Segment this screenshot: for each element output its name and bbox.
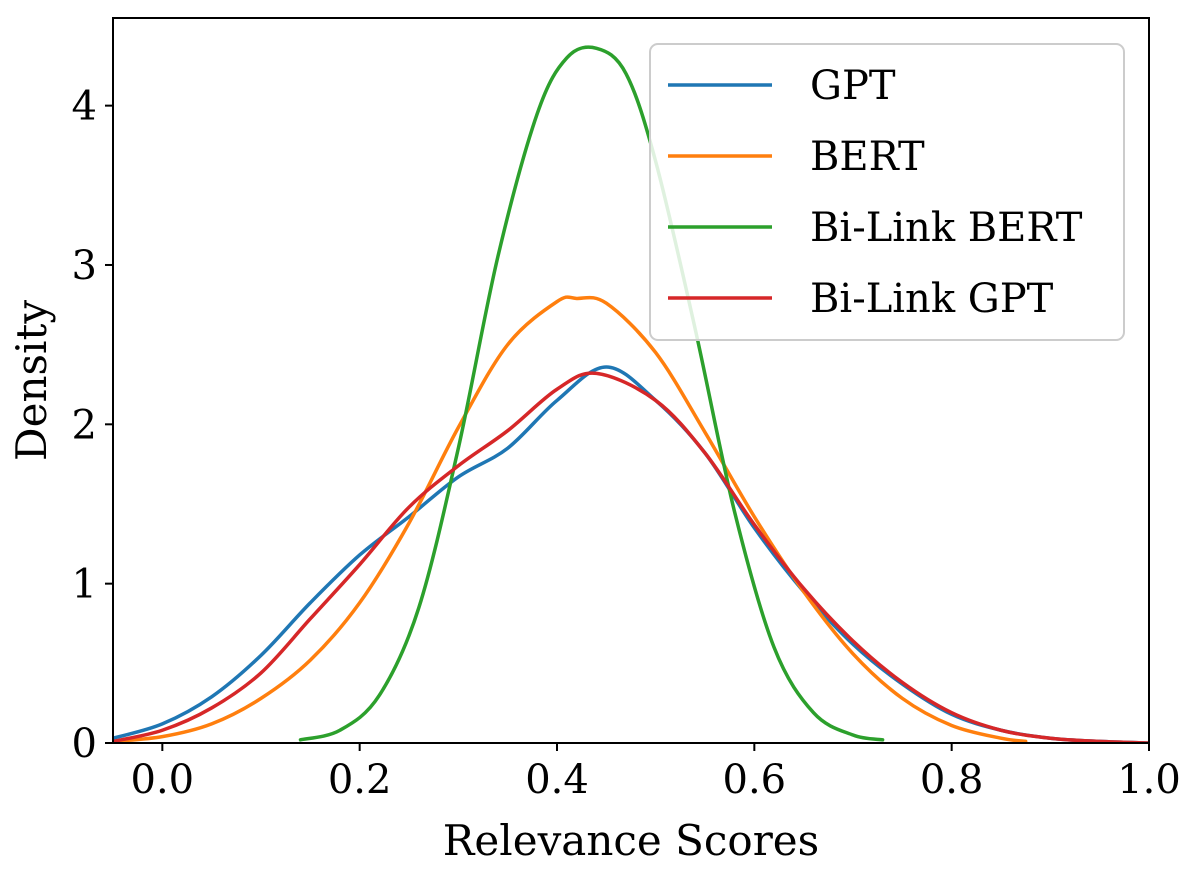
legend-box	[649, 43, 1125, 341]
legend: GPT BERT Bi-Link BERT Bi-Link GPT	[649, 43, 1125, 341]
legend-label: BERT	[810, 134, 925, 180]
x-tick-label: 0.0	[131, 757, 195, 803]
legend-label: Bi-Link BERT	[810, 205, 1083, 251]
x-axis-ticks: 0.0 0.2 0.4 0.6 0.8 1.0	[131, 743, 1181, 803]
x-tick-label: 0.8	[920, 757, 984, 803]
y-axis-label: Density	[7, 300, 56, 461]
y-tick-label: 0	[72, 721, 97, 767]
x-tick-label: 0.4	[525, 757, 589, 803]
y-tick-label: 2	[72, 402, 97, 448]
legend-label: Bi-Link GPT	[810, 276, 1054, 322]
y-tick-label: 4	[72, 84, 97, 130]
legend-label: GPT	[810, 63, 896, 109]
y-tick-label: 1	[72, 562, 97, 608]
series-line-bert	[113, 295, 1028, 743]
plot-frame	[112, 17, 1150, 744]
x-axis-label: Relevance Scores	[443, 816, 819, 865]
series-line-bi-link-gpt	[113, 371, 1149, 743]
x-tick-label: 0.6	[723, 757, 787, 803]
x-tick-label: 0.2	[328, 757, 392, 803]
legend-item-bert: BERT	[668, 134, 925, 180]
legend-item-bi-link-gpt: Bi-Link GPT	[668, 276, 1054, 322]
y-tick-label: 3	[72, 243, 97, 289]
series-layer	[113, 45, 1149, 743]
series-line-bi-link-bert	[298, 45, 885, 742]
y-axis-ticks: 0 1 2 3 4	[72, 84, 113, 767]
x-tick-label: 1.0	[1117, 757, 1181, 803]
legend-item-gpt: GPT	[668, 63, 896, 109]
legend-item-bi-link-bert: Bi-Link BERT	[668, 205, 1083, 251]
series-line-gpt	[113, 365, 1149, 743]
